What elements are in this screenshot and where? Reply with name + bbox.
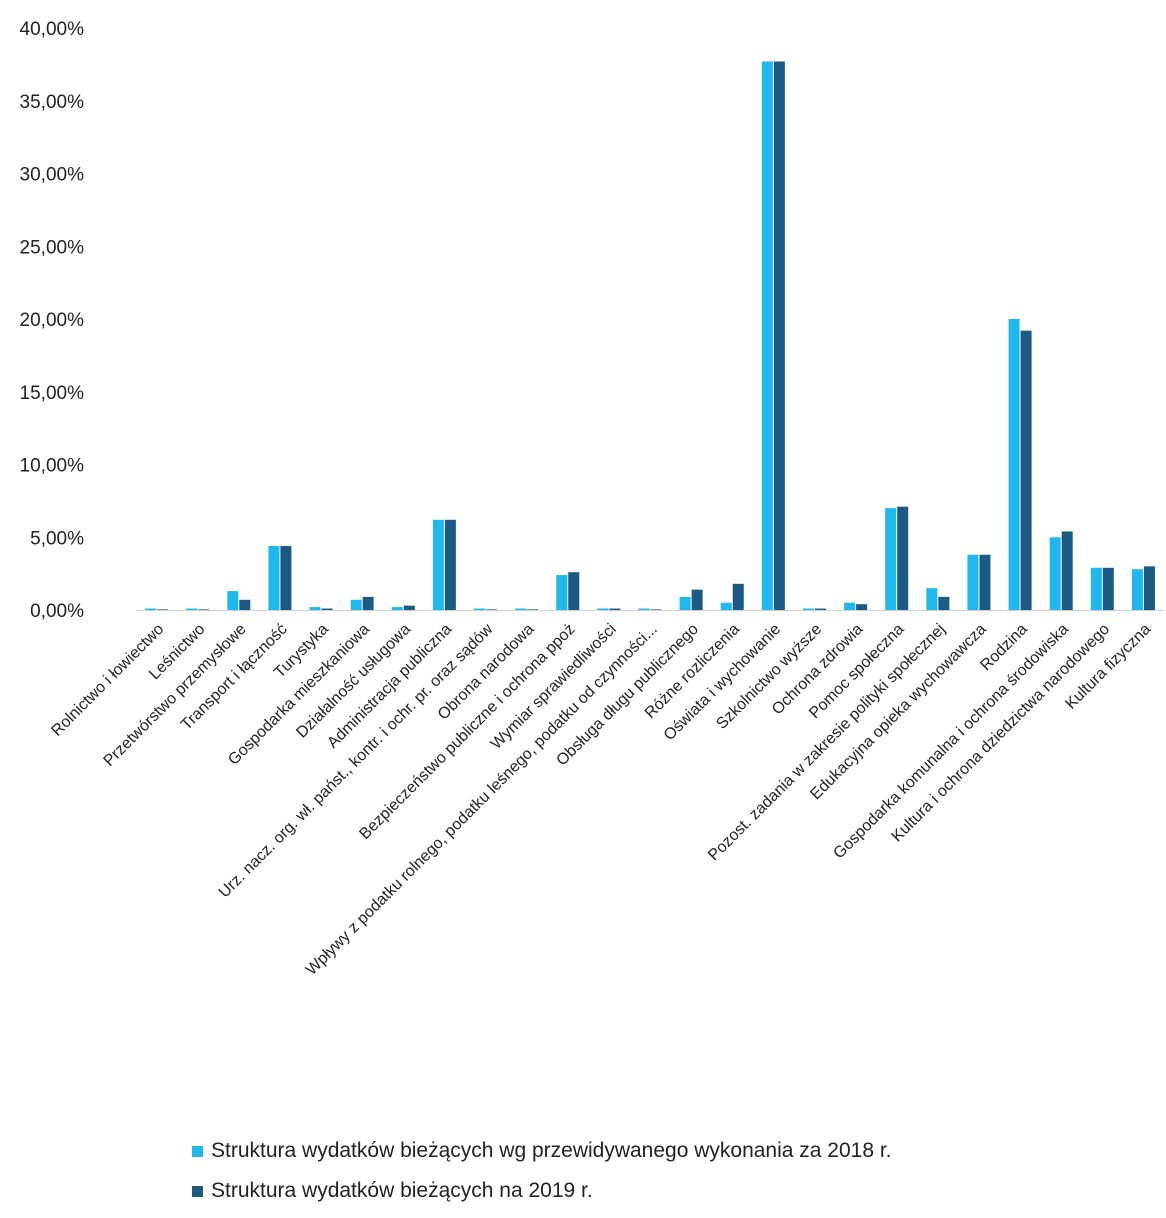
bar-s1-11 (597, 608, 609, 610)
y-tick-label-6: 30,00% (20, 165, 85, 186)
y-tick-label-3: 15,00% (20, 383, 85, 404)
bar-s2-9 (527, 609, 539, 610)
bar-s1-7 (432, 519, 444, 610)
bar-s2-6 (403, 605, 415, 610)
bar-s1-4 (309, 607, 321, 610)
bar-s2-0 (157, 609, 169, 610)
bar-s2-24 (1143, 566, 1155, 610)
bar-s2-23 (1102, 567, 1114, 610)
bar-s2-5 (362, 596, 374, 610)
bar-s1-14 (720, 602, 732, 610)
bar-s1-0 (145, 608, 157, 610)
bar-s1-10 (556, 575, 568, 610)
bar-s2-21 (1020, 330, 1032, 610)
bar-s1-16 (802, 608, 814, 610)
bar-s2-15 (773, 61, 785, 610)
y-tick-label-4: 20,00% (20, 310, 85, 331)
legend-label-2018: Struktura wydatków bieżących wg przewidy… (211, 1139, 892, 1162)
y-tick-label-5: 25,00% (20, 237, 85, 258)
bar-s2-8 (486, 609, 498, 610)
y-tick-label-2: 10,00% (20, 456, 85, 477)
bar-s1-12 (638, 608, 650, 610)
bar-s1-22 (1049, 537, 1061, 610)
bar-s2-22 (1061, 531, 1073, 610)
y-tick-label-1: 5,00% (30, 528, 84, 549)
bar-s1-15 (761, 61, 773, 610)
bar-s1-1 (186, 608, 198, 610)
bar-s1-21 (1008, 319, 1020, 610)
bar-s1-3 (268, 545, 280, 610)
bar-s2-14 (732, 583, 744, 610)
bar-s1-2 (227, 591, 239, 610)
bar-s2-16 (814, 608, 826, 610)
bar-s2-12 (650, 609, 662, 610)
y-tick-label-7: 35,00% (20, 92, 85, 113)
bar-s1-24 (1131, 569, 1143, 610)
bar-s1-9 (515, 608, 527, 610)
bar-s2-18 (897, 506, 909, 610)
y-tick-label-8: 40,00% (20, 19, 85, 40)
bar-s1-6 (391, 607, 403, 610)
bar-s2-19 (938, 596, 950, 610)
bar-s2-17 (856, 604, 868, 610)
bar-s2-13 (691, 589, 703, 610)
bar-s2-2 (239, 599, 251, 610)
bar-s2-1 (198, 609, 210, 610)
legend-item-2019: Struktura wydatków bieżących na 2019 r. (192, 1178, 892, 1204)
bar-s1-18 (885, 508, 897, 610)
bar-s1-19 (926, 588, 938, 610)
bar-s1-23 (1090, 567, 1102, 610)
bar-s2-7 (444, 519, 456, 610)
bar-s1-17 (844, 602, 856, 610)
legend: Struktura wydatków bieżących wg przewidy… (192, 1138, 892, 1218)
legend-swatch-2019 (192, 1185, 203, 1197)
bar-s2-11 (609, 608, 621, 610)
bar-s1-8 (474, 608, 486, 610)
legend-swatch-2018 (192, 1145, 203, 1157)
y-tick-label-0: 0,00% (30, 601, 84, 622)
bar-s2-4 (321, 608, 333, 610)
bar-s2-20 (979, 554, 991, 610)
legend-item-2018: Struktura wydatków bieżących wg przewidy… (192, 1138, 892, 1164)
bar-s1-13 (679, 596, 691, 610)
legend-label-2019: Struktura wydatków bieżących na 2019 r. (211, 1179, 593, 1202)
bar-s1-20 (967, 554, 979, 610)
bar-s2-3 (280, 545, 292, 610)
bar-s1-5 (350, 599, 362, 610)
bar-s2-10 (568, 572, 580, 610)
